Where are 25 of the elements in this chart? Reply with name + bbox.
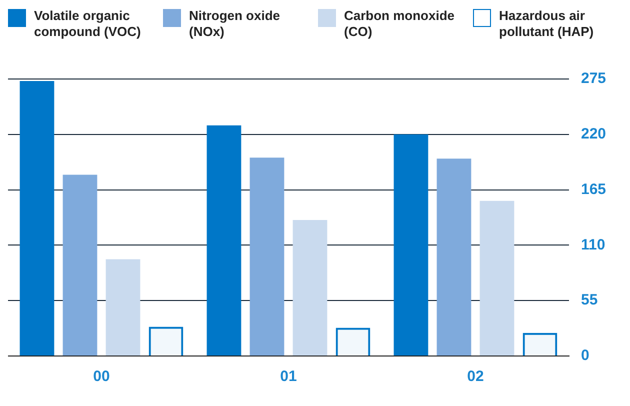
legend-label: Volatile organic compound (VOC) xyxy=(34,8,142,40)
bar xyxy=(522,332,558,356)
y-tick-label: 55 xyxy=(580,292,598,309)
bar xyxy=(436,158,472,356)
bar xyxy=(62,174,98,356)
bar xyxy=(480,200,514,356)
y-tick-label: 275 xyxy=(580,70,606,88)
bar xyxy=(106,259,140,356)
bar xyxy=(148,326,184,356)
bar xyxy=(292,220,328,356)
y-tick-label: 165 xyxy=(580,180,606,198)
y-tick-label: 220 xyxy=(580,126,606,143)
x-tick-label: 01 xyxy=(280,368,297,386)
legend-label: Carbon monoxide (CO) xyxy=(344,8,456,40)
y-tick-label: 0 xyxy=(580,347,590,364)
bar xyxy=(336,328,370,356)
legend-label: Hazardous air pollutant (HAP) xyxy=(499,8,595,40)
bar xyxy=(206,125,242,356)
legend-label: Nitrogen oxide (NOx) xyxy=(189,8,282,40)
x-tick-label: 00 xyxy=(93,368,110,386)
y-tick-label: 110 xyxy=(580,236,606,254)
bar xyxy=(394,134,428,356)
bar xyxy=(20,81,54,356)
bar xyxy=(250,158,284,356)
x-tick-label: 02 xyxy=(467,368,484,386)
